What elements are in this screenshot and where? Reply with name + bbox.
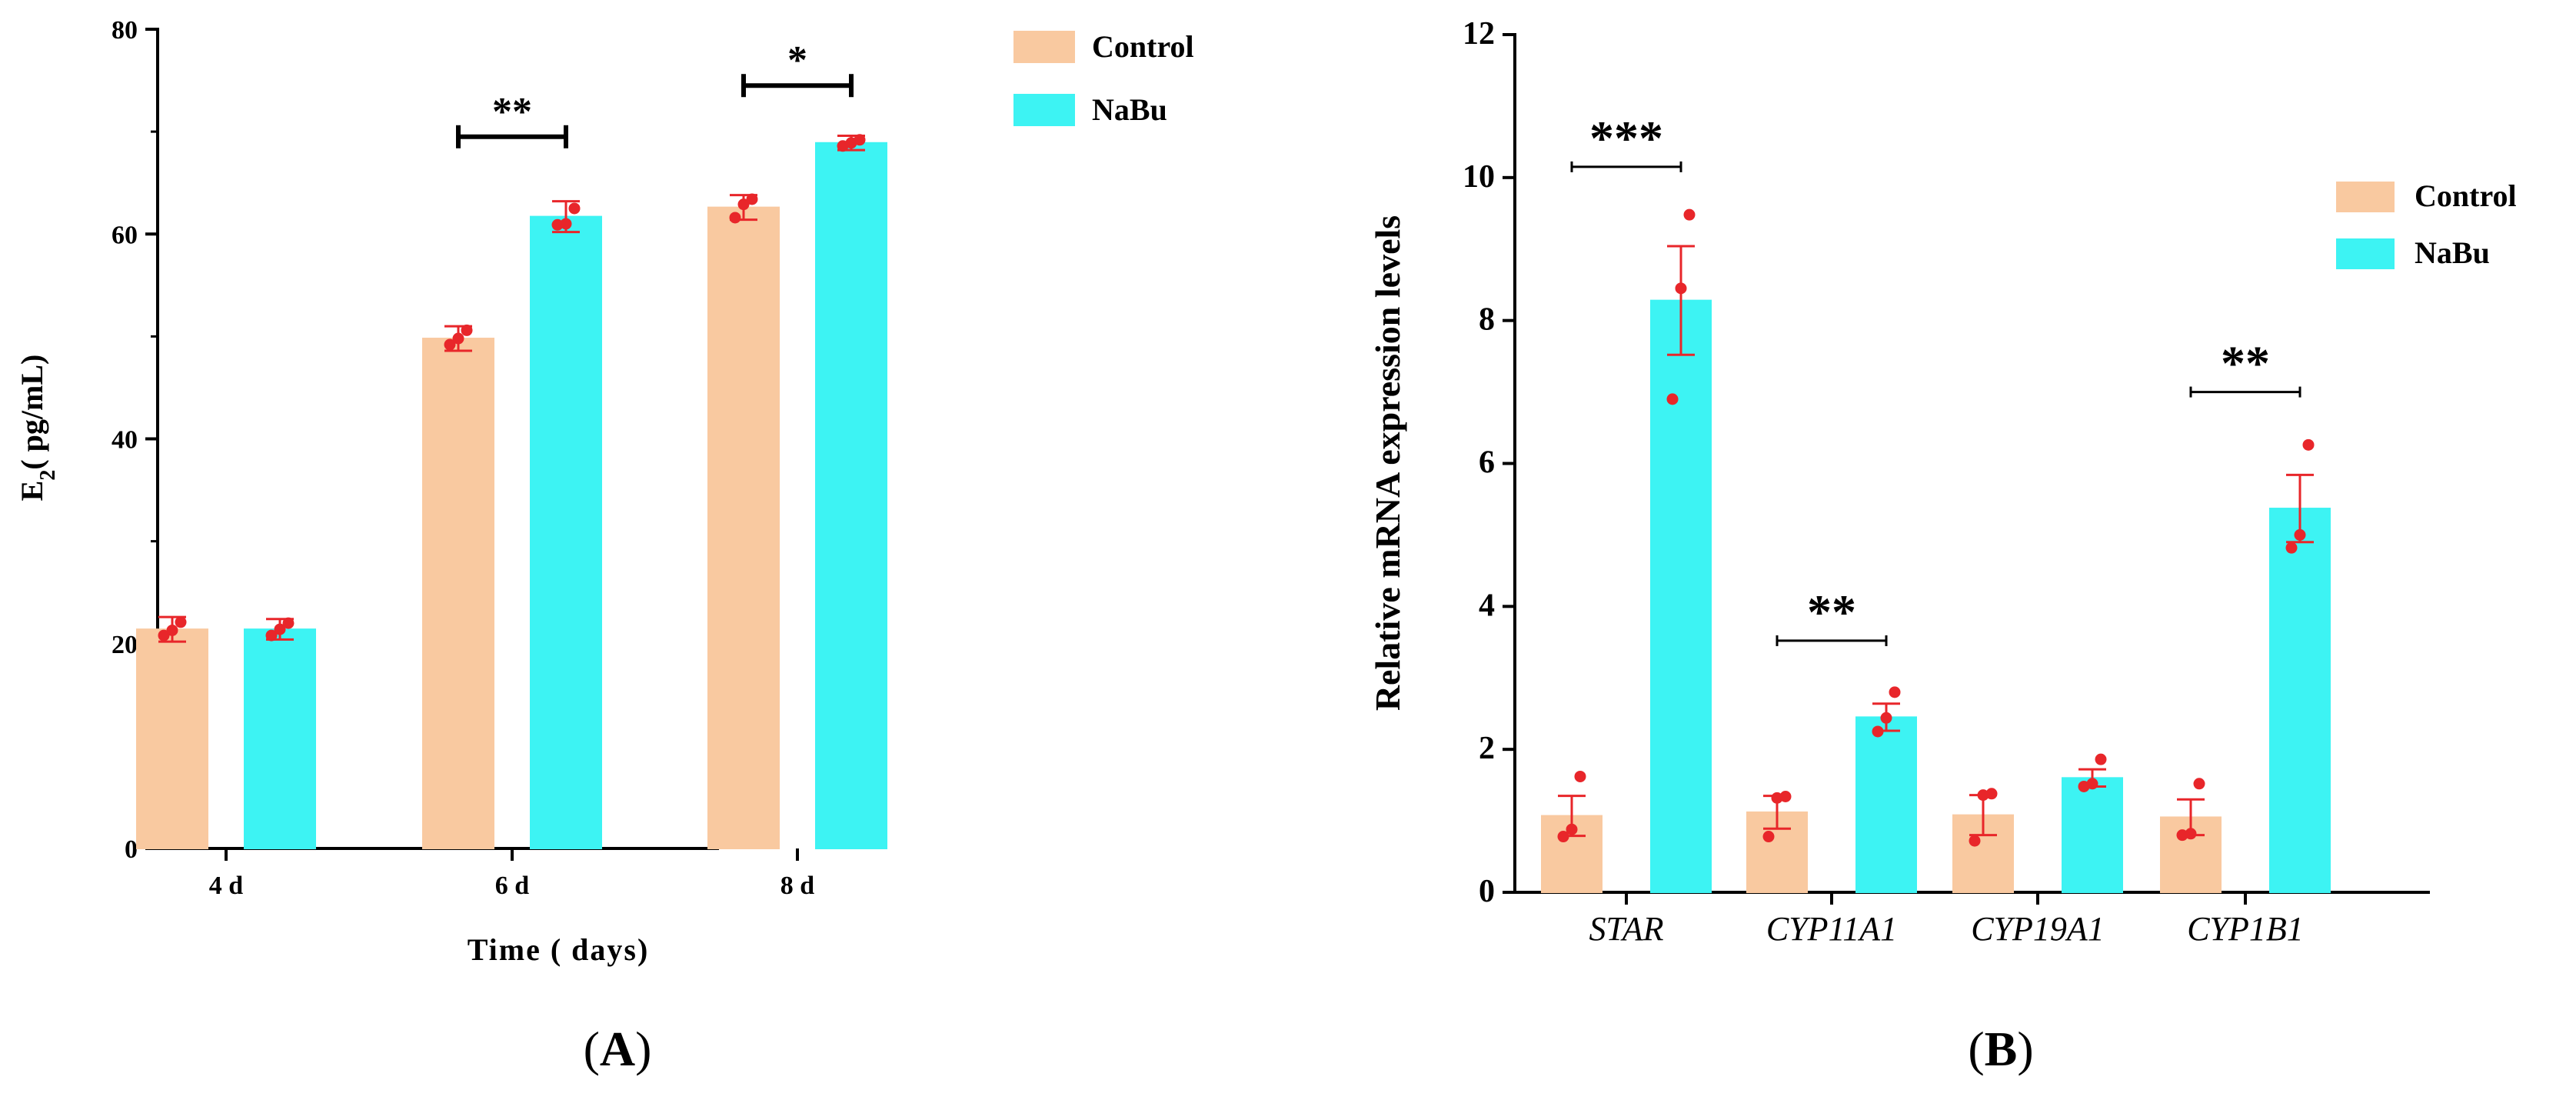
y-tick-label: 2 [1479, 731, 1495, 766]
data-point [265, 629, 278, 642]
data-point [1889, 686, 1901, 698]
x-tick-label: 8 d [780, 872, 815, 900]
y-axis-title-sub: 2 [36, 470, 60, 481]
bar-nabu-1 [1855, 716, 1917, 894]
data-point [158, 629, 170, 642]
panel-label-letter: B [1985, 1022, 2018, 1076]
y-tick-label: 20 [111, 631, 138, 659]
y-tick-label: 0 [125, 835, 138, 864]
data-point [452, 332, 464, 345]
bar-control-0 [136, 628, 208, 849]
data-point [1666, 393, 1679, 405]
data-point [1985, 788, 1998, 800]
y-tick-label: 8 [1479, 302, 1495, 338]
data-point [1675, 282, 1687, 295]
data-point [2086, 778, 2098, 790]
bar-nabu-1 [530, 215, 602, 849]
x-tick-label: CYP11A1 [1766, 910, 1897, 948]
y-axis-title: Relative mRNA expression levels [1368, 215, 1407, 711]
data-point [737, 198, 750, 211]
data-point [2095, 753, 2107, 765]
panel-label: (A) [584, 1022, 652, 1076]
x-tick-label: CYP1B1 [2187, 910, 2304, 948]
y-tick-label: 60 [111, 221, 138, 249]
significance-label: ** [492, 90, 532, 134]
data-point [1969, 835, 1981, 847]
bar-nabu-2 [815, 142, 887, 850]
data-point [444, 338, 456, 351]
data-point [2285, 542, 2298, 554]
data-point [274, 623, 286, 635]
data-point [854, 134, 866, 146]
x-tick-label: 4 d [209, 872, 244, 900]
panel-label-paren-open: ( [1968, 1022, 1984, 1076]
panel-label: (B) [1968, 1022, 2033, 1076]
y-tick-label: 0 [1479, 874, 1495, 909]
data-point [2185, 828, 2197, 840]
y-tick-label: 10 [1463, 159, 1495, 195]
data-point [1872, 725, 1884, 738]
legend-label-control: Control [2415, 178, 2517, 213]
x-tick-label: STAR [1589, 910, 1664, 948]
bar-nabu-3 [2269, 508, 2331, 893]
y-tick-label: 80 [111, 16, 138, 45]
data-point [1762, 831, 1775, 843]
legend-label-nabu: NaBu [2415, 235, 2490, 270]
panel-label-paren-close: ) [2017, 1022, 2033, 1076]
data-point [746, 193, 758, 205]
bar-nabu-0 [244, 628, 316, 849]
bar-nabu-2 [2062, 777, 2123, 893]
data-point [1574, 770, 1586, 782]
data-point [1557, 831, 1569, 843]
panel-label-letter: A [600, 1022, 635, 1076]
data-point [2302, 438, 2315, 451]
significance-label: * [787, 38, 807, 82]
bar-control-1 [422, 338, 494, 850]
legend-swatch-control [2336, 182, 2395, 212]
significance-label: *** [1589, 111, 1663, 165]
legend-swatch-nabu [2336, 238, 2395, 269]
x-tick-label: CYP19A1 [1971, 910, 2105, 948]
legend-label-nabu: NaBu [1092, 92, 1167, 127]
data-point [729, 212, 741, 224]
legend-label-control: Control [1092, 29, 1194, 64]
data-point [2193, 778, 2205, 790]
significance-label: ** [2221, 336, 2270, 391]
data-point [560, 218, 572, 230]
y-axis-title-rest: ( pg/mL) [15, 355, 49, 470]
legend-swatch-control [1013, 31, 1075, 63]
x-tick-label: 6 d [495, 872, 530, 900]
y-tick-label: 4 [1479, 588, 1495, 623]
data-point [1683, 208, 1696, 221]
y-axis-title: E2( pg/mL) [15, 355, 60, 502]
panel-label-paren-close: ) [635, 1022, 651, 1076]
y-tick-label: 6 [1479, 445, 1495, 481]
y-axis-title-main: E [15, 481, 49, 502]
data-point [175, 616, 187, 628]
data-point [1566, 823, 1578, 835]
data-point [2294, 528, 2306, 541]
x-axis-title: Time ( days) [468, 932, 650, 967]
data-point [1779, 790, 1792, 802]
data-point [461, 324, 473, 336]
bar-control-2 [707, 206, 780, 849]
data-point [551, 218, 564, 231]
data-point [282, 617, 295, 629]
legend-swatch-nabu [1013, 94, 1075, 126]
data-point [568, 202, 581, 215]
data-point [166, 624, 178, 636]
bar-nabu-0 [1650, 299, 1712, 893]
y-tick-label: 40 [111, 426, 138, 455]
significance-label: ** [1807, 585, 1856, 639]
data-point [1880, 712, 1892, 724]
y-tick-label: 12 [1463, 16, 1495, 52]
panel-label-paren-open: ( [584, 1022, 600, 1076]
